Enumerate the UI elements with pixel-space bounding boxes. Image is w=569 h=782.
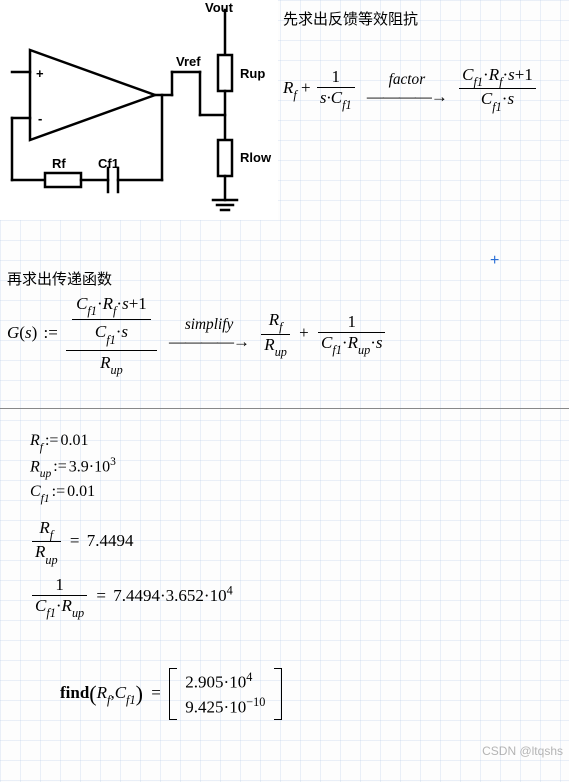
- cursor-plus-icon: +: [490, 252, 499, 270]
- find-result: find(Rf,Cf1) = 2.905·104 9.425·10−10: [60, 668, 282, 720]
- opamp-plus: +: [36, 66, 44, 81]
- opamp-minus: -: [38, 111, 42, 126]
- annotation-transfer-function: 再求出传递函数: [7, 268, 112, 289]
- label-cf1: Cf1: [98, 156, 119, 171]
- ratio-rf-rup: Rf Rup = 7.4494: [30, 518, 133, 566]
- label-rup: Rup: [240, 66, 265, 81]
- watermark: CSDN @ltqshs: [482, 744, 563, 758]
- formula-transfer-function: G(s) := Cf1·Rf·s+1 Cf1·s Rup simplify ——…: [7, 290, 387, 378]
- annotation-feedback-impedance: 先求出反馈等效阻抗: [283, 8, 418, 29]
- label-vref: Vref: [176, 54, 201, 69]
- section-divider: [0, 408, 569, 409]
- circuit-diagram: Vout Vref Rup Rlow Rf Cf1 + -: [0, 0, 278, 220]
- variable-assignments: Rf:=0.01 Rup:=3.9·103 Cf1:=0.01: [30, 430, 116, 505]
- formula-feedback-impedance: Rf + 1 s·Cf1 factor ————→ Cf1·Rf·s+1 Cf1…: [283, 65, 538, 113]
- label-vout: Vout: [205, 0, 234, 15]
- ratio-cf1-rup: 1 Cf1·Rup = 7.4494·3.652·104: [30, 575, 233, 619]
- label-rlow: Rlow: [240, 150, 272, 165]
- label-rf: Rf: [52, 156, 66, 171]
